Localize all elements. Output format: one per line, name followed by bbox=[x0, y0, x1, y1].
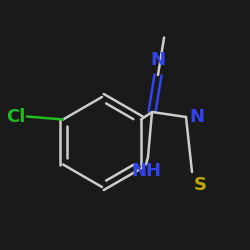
Text: Cl: Cl bbox=[6, 108, 25, 126]
Text: NH: NH bbox=[131, 162, 161, 180]
Text: N: N bbox=[189, 108, 204, 126]
Text: N: N bbox=[150, 51, 166, 69]
Text: S: S bbox=[194, 176, 207, 194]
